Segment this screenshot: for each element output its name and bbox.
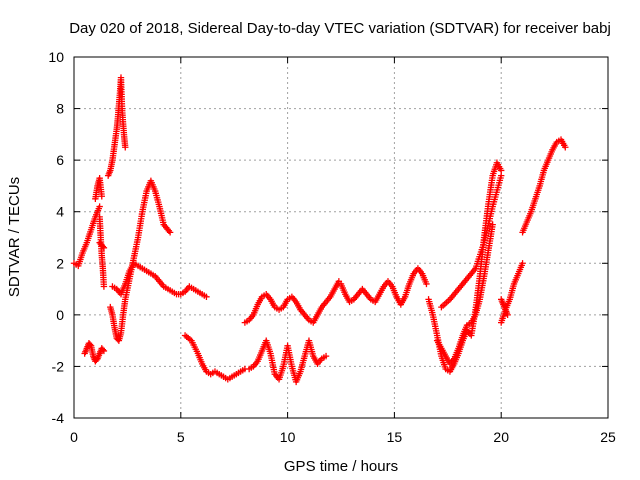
grid	[74, 57, 608, 418]
series-s17	[498, 296, 511, 319]
data-point	[166, 229, 174, 236]
x-tick-label: 20	[493, 429, 509, 445]
data-point	[100, 347, 108, 355]
data-point	[98, 193, 105, 200]
series-s14	[433, 221, 496, 368]
series-s9	[181, 332, 249, 383]
x-tick-label: 25	[600, 429, 616, 445]
data-point	[203, 293, 210, 301]
y-tick-label: 4	[56, 204, 64, 220]
series-s12	[337, 265, 430, 308]
data-point	[86, 341, 94, 348]
data-point	[519, 260, 526, 267]
x-axis-label: GPS time / hours	[284, 458, 398, 475]
data-point	[122, 144, 129, 151]
y-tick-label: 2	[56, 255, 64, 271]
x-tick-label: 15	[387, 429, 403, 445]
series-s5	[81, 340, 108, 365]
series-s16	[498, 260, 526, 326]
x-tick-label: 5	[177, 429, 185, 445]
data-point	[562, 144, 569, 151]
chart-title: Day 020 of 2018, Sidereal Day-to-day VTE…	[69, 20, 611, 37]
y-tick-label: 8	[56, 101, 64, 117]
axis-ticks: 0 5 10 15 20 25 -4 -2 0 2 4 6 8 10	[48, 49, 616, 445]
data-point	[99, 346, 107, 353]
series-s2	[92, 174, 105, 203]
series-s10	[241, 278, 343, 326]
data-point	[489, 221, 496, 228]
series-s8	[109, 260, 210, 301]
data-point	[99, 243, 107, 250]
series-s4	[96, 239, 108, 252]
series-s7	[107, 177, 174, 344]
data-point	[96, 203, 103, 210]
y-axis-label: SDTVAR / TECUs	[6, 177, 23, 297]
plot-frame	[73, 56, 609, 419]
data-point	[423, 280, 430, 288]
series-s11	[245, 337, 330, 386]
series-s15	[438, 172, 505, 311]
data-point	[322, 352, 330, 360]
series-s18	[519, 136, 569, 236]
data-point	[100, 244, 108, 252]
x-tick-label: 10	[280, 429, 296, 445]
series-s1	[70, 203, 103, 270]
x-tick-label: 0	[70, 429, 78, 445]
y-tick-label: -2	[52, 358, 65, 374]
y-tick-label: 0	[56, 307, 64, 323]
data-point	[100, 283, 108, 290]
data-point	[504, 311, 511, 319]
data-point	[498, 172, 505, 179]
data-points	[70, 74, 569, 386]
y-tick-label: 10	[48, 49, 64, 65]
y-tick-label: -4	[52, 410, 65, 426]
series-s6	[104, 74, 129, 179]
series-s3	[96, 213, 108, 290]
y-tick-label: 6	[56, 152, 64, 168]
